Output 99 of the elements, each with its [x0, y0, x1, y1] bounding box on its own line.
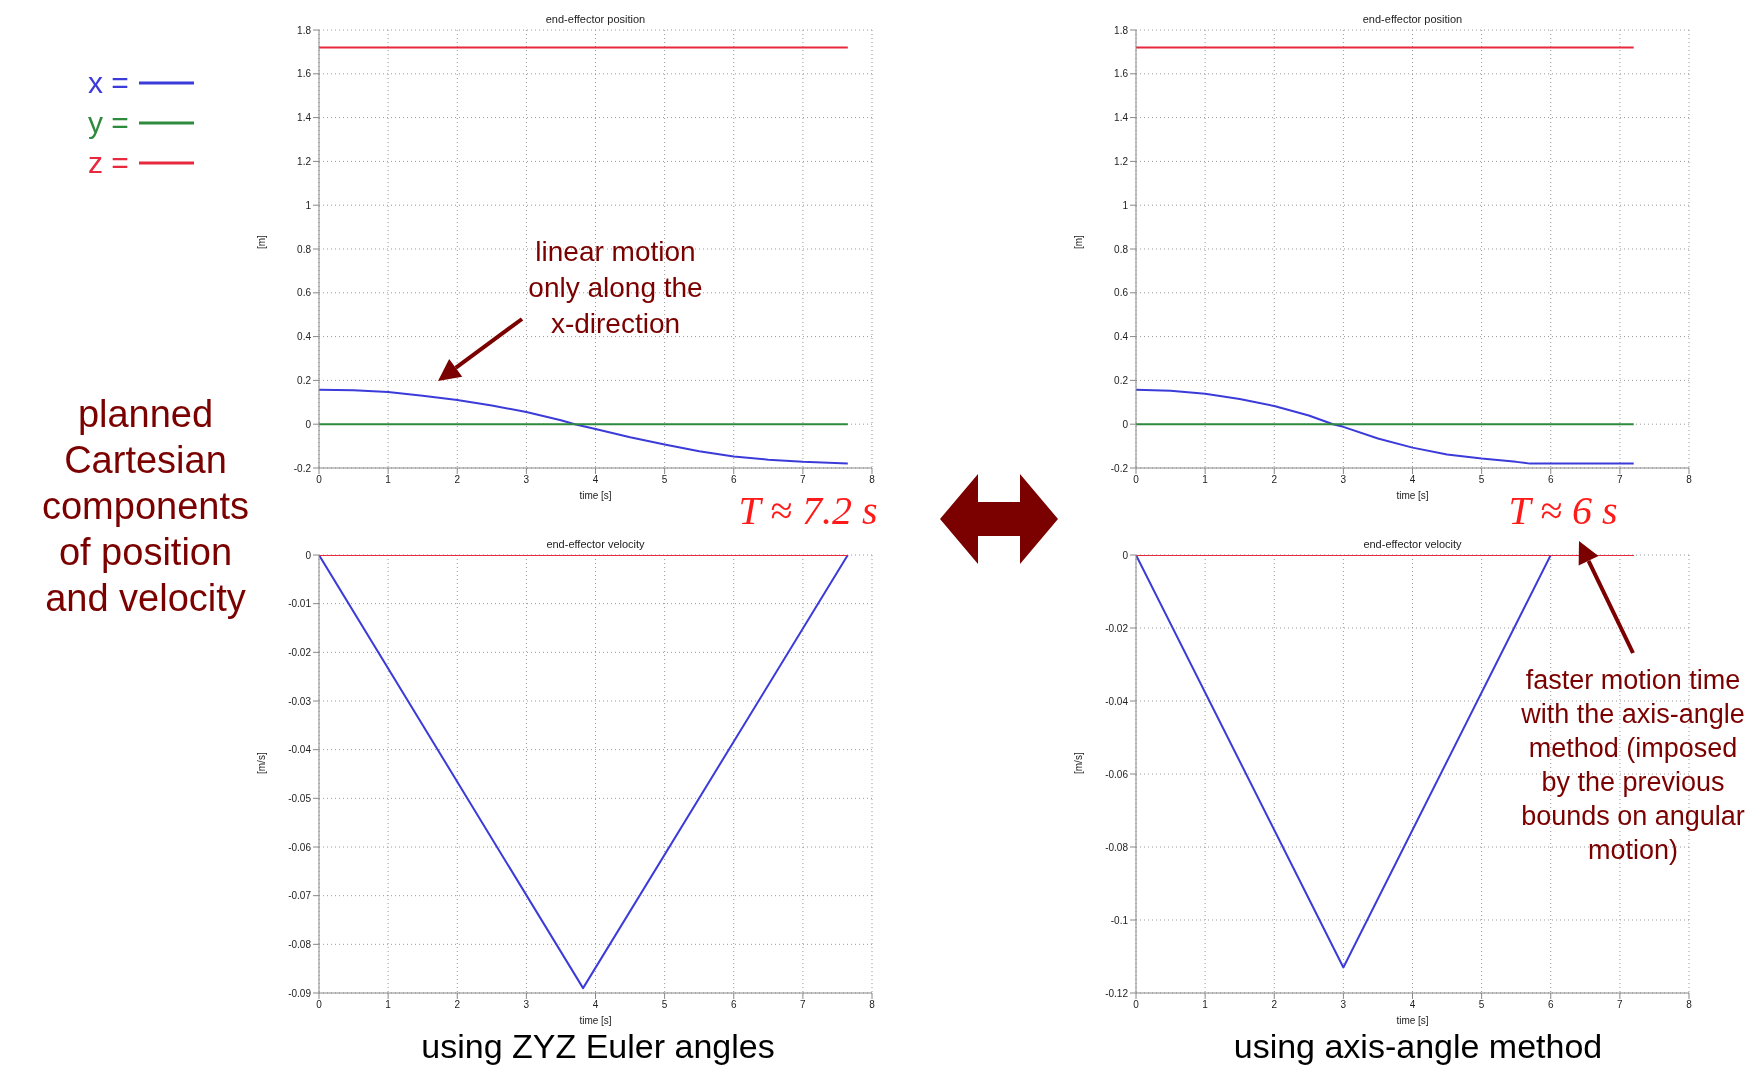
chart-title: end-effector velocity — [545, 538, 646, 550]
x-tick-label: 8 — [869, 474, 876, 486]
x-tick-label: 4 — [592, 474, 599, 486]
y-axis-title: [m] — [256, 235, 268, 249]
x-axis-title: time [s] — [579, 490, 612, 501]
text: using ZYZ Euler angles — [420, 1026, 776, 1066]
y-tick-label: 0.8 — [1114, 243, 1129, 255]
y-tick-label: -0.06 — [1105, 768, 1129, 780]
x-tick-label: 7 — [1617, 999, 1624, 1011]
y-tick-label: 0.2 — [1114, 374, 1129, 386]
x-tick-label: 3 — [523, 999, 530, 1011]
x-tick-label: 7 — [800, 474, 807, 486]
y-tick-label: -0.01 — [288, 598, 312, 610]
x-tick-label: 4 — [1409, 999, 1416, 1011]
y-tick-label: 0.6 — [1114, 287, 1129, 299]
chart-title: end-effector velocity — [1362, 538, 1463, 550]
y-tick-label: 1.2 — [297, 155, 312, 167]
y-tick-label: -0.1 — [1110, 914, 1129, 926]
x-tick-label: 7 — [1617, 474, 1624, 486]
x-tick-label: 2 — [1271, 474, 1278, 486]
text: T ≈ 6 s — [1507, 487, 1619, 535]
y-tick-label: -0.05 — [288, 792, 312, 804]
line-series — [1136, 388, 1635, 465]
chart-title: end-effector position — [1361, 13, 1464, 25]
x-tick-label: 6 — [1547, 474, 1554, 486]
x-tick-label: 0 — [316, 999, 323, 1011]
y-tick-label: -0.02 — [1105, 622, 1129, 634]
x-tick-label: 3 — [523, 474, 530, 486]
line-series — [319, 388, 849, 465]
x-tick-label: 0 — [1133, 474, 1140, 486]
y-tick-label: 1.4 — [297, 112, 312, 124]
y-tick-label: 1.4 — [1114, 112, 1129, 124]
legend-label: y = — [88, 106, 129, 140]
y-tick-label: 0.2 — [297, 374, 312, 386]
y-tick-label: 1.2 — [1114, 155, 1129, 167]
x-tick-label: 5 — [661, 999, 668, 1011]
y-axis-title: [m/s] — [256, 752, 268, 774]
x-tick-label: 8 — [1686, 999, 1693, 1011]
y-tick-label: 0 — [305, 549, 312, 561]
x-tick-label: 1 — [1202, 474, 1209, 486]
x-tick-label: 4 — [592, 999, 599, 1011]
x-tick-label: 4 — [1409, 474, 1416, 486]
y-tick-label: 1.6 — [297, 68, 312, 80]
x-tick-label: 1 — [385, 999, 392, 1011]
x-tick-label: 8 — [1686, 474, 1693, 486]
y-axis-title: [m] — [1073, 235, 1085, 249]
text: planned Cartesian components of position and velocity — [41, 392, 250, 621]
y-tick-label: 0.8 — [297, 243, 312, 255]
y-tick-label: -0.2 — [293, 462, 312, 474]
chart-title: end-effector position — [544, 13, 647, 25]
text: using axis-angle method — [1232, 1026, 1604, 1066]
y-tick-label: 0 — [305, 418, 312, 430]
x-tick-label: 8 — [869, 999, 876, 1011]
x-tick-label: 2 — [454, 474, 461, 486]
x-axis-title: time [s] — [1395, 1015, 1430, 1027]
y-tick-label: 0 — [1122, 418, 1129, 430]
x-tick-label: 5 — [1478, 999, 1485, 1011]
x-tick-label: 0 — [1133, 999, 1140, 1011]
y-tick-label: 1.8 — [297, 24, 312, 36]
x-tick-label: 2 — [454, 999, 461, 1011]
x-tick-label: 1 — [385, 474, 392, 486]
x-tick-label: 1 — [1202, 999, 1209, 1011]
annotation: faster motion time with the axis-angle method (imposed by the previous bounds on angular motion) — [1520, 664, 1746, 867]
y-tick-label: 1.6 — [1114, 68, 1129, 80]
x-tick-label: 6 — [730, 999, 737, 1011]
y-tick-label: 1 — [305, 199, 312, 211]
y-tick-label: 0 — [1122, 549, 1129, 561]
y-tick-label: -0.09 — [288, 987, 312, 999]
x-tick-label: 6 — [1547, 999, 1554, 1011]
y-tick-label: 1.8 — [1114, 24, 1129, 36]
y-tick-label: -0.2 — [1110, 462, 1129, 474]
x-tick-label: 7 — [800, 999, 807, 1011]
y-tick-label: -0.04 — [1105, 695, 1129, 707]
legend-label: z = — [88, 146, 129, 180]
y-tick-label: -0.03 — [288, 695, 312, 707]
y-tick-label: 0.4 — [1114, 331, 1129, 343]
x-tick-label: 2 — [1271, 999, 1278, 1011]
x-axis-title: time [s] — [578, 1015, 613, 1027]
x-tick-label: 5 — [661, 474, 668, 486]
y-tick-label: -0.12 — [1105, 987, 1129, 999]
y-tick-label: 1 — [1122, 199, 1129, 211]
y-tick-label: -0.07 — [288, 890, 312, 902]
x-axis-title: time [s] — [1396, 490, 1429, 501]
y-tick-label: -0.08 — [288, 938, 312, 950]
x-tick-label: 3 — [1340, 474, 1347, 486]
y-tick-label: -0.06 — [288, 841, 312, 853]
y-tick-label: -0.08 — [1105, 841, 1129, 853]
x-tick-label: 5 — [1478, 474, 1485, 486]
y-tick-label: 0.4 — [297, 331, 312, 343]
legend-label: x = — [88, 66, 129, 100]
y-tick-label: 0.6 — [297, 287, 312, 299]
y-tick-label: -0.04 — [288, 744, 312, 756]
x-tick-label: 6 — [730, 474, 737, 486]
x-tick-label: 3 — [1340, 999, 1347, 1011]
annotation: linear motion only along the x-direction — [527, 235, 704, 341]
text: T ≈ 7.2 s — [737, 487, 879, 535]
y-tick-label: -0.02 — [288, 646, 312, 658]
x-tick-label: 0 — [316, 474, 323, 486]
y-axis-title: [m/s] — [1073, 752, 1085, 774]
